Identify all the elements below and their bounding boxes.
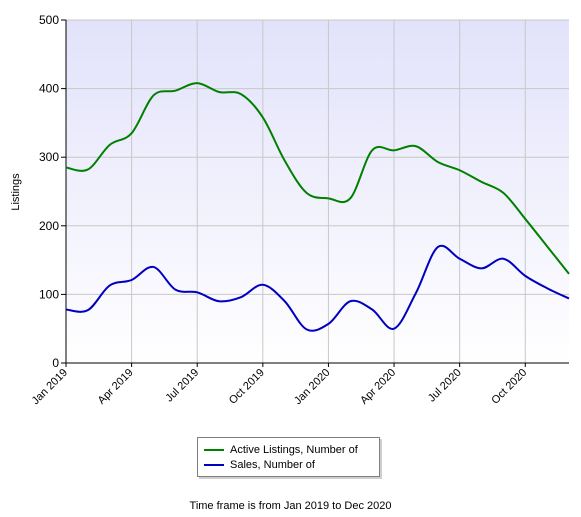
legend-swatch-sales [204,464,224,466]
legend-label-active-listings: Active Listings, Number of [230,444,358,456]
legend-item-active-listings: Active Listings, Number of [204,443,358,457]
x-tick-label: Oct 2020 [489,367,529,407]
axes [61,19,569,367]
x-tick-label: Apr 2019 [96,367,136,407]
series-line-sales [65,244,570,332]
plot-area [66,20,569,363]
legend: Active Listings, Number of Sales, Number… [197,437,380,477]
timeframe-caption: Time frame is from Jan 2019 to Dec 2020 [189,500,392,512]
legend-label-sales: Sales, Number of [230,459,315,471]
y-tick-label: 300 [39,150,59,164]
legend-item-sales: Sales, Number of [204,458,315,472]
y-tick-label: 400 [39,82,59,96]
x-tick-label: Jan 2019 [30,367,70,407]
y-tick-label: 100 [39,287,59,301]
y-axis-title: Listings [10,173,22,211]
y-tick-label: 0 [52,356,59,370]
x-tick-label: Jan 2020 [292,367,332,407]
x-tick-label: Apr 2020 [358,367,398,407]
x-tick-label: Jul 2019 [163,367,201,405]
series-line-active-listings [65,82,570,275]
y-tick-label: 500 [39,13,59,27]
x-tick-label: Jul 2020 [426,367,464,405]
x-tick-label: Oct 2019 [227,367,267,407]
series-layer [65,82,570,332]
y-tick-label: 200 [39,219,59,233]
grid-lines [65,19,569,364]
legend-swatch-active-listings [204,449,224,451]
line-chart: 0 100 200 300 400 500 Jan 2019 Apr 2019 Jul 2019… [10,13,570,407]
